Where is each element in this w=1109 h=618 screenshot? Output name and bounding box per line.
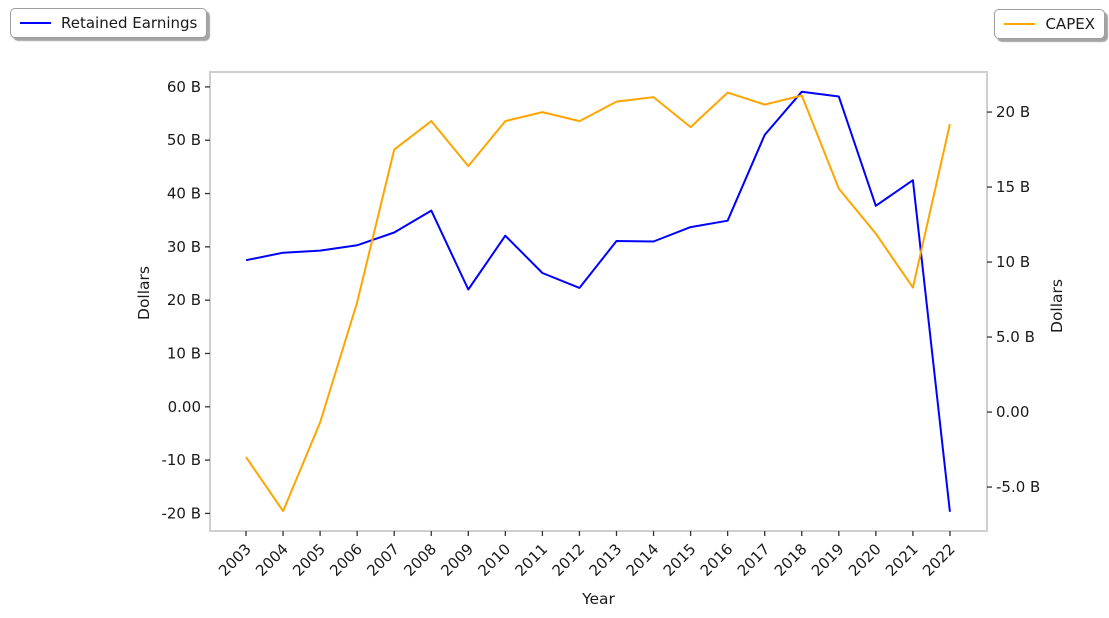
x-axis-tick-label: 2015: [660, 540, 700, 580]
legend-capex[interactable]: CAPEX: [994, 9, 1105, 39]
capex-line-sample: [1004, 23, 1036, 25]
right-axis-tick-label: 15 B: [996, 178, 1030, 196]
right-axis-tick-label: 10 B: [996, 253, 1030, 271]
x-axis-tick-label: 2009: [437, 540, 477, 580]
left-axis-tick-label: -10 B: [161, 451, 201, 469]
right-axis-tick-label: 5.0 B: [996, 328, 1035, 346]
x-axis-tick-label: 2014: [623, 540, 663, 580]
left-axis-tick-label: 20 B: [167, 291, 201, 309]
x-axis-tick-label: 2011: [511, 540, 551, 580]
legend-label-retained-earnings: Retained Earnings: [61, 14, 198, 32]
left-axis-tick-label: -20 B: [161, 504, 201, 522]
x-axis-tick-label: 2021: [882, 540, 922, 580]
x-axis-tick-label: 2006: [326, 540, 366, 580]
x-axis-tick-label: 2008: [400, 540, 440, 580]
left-axis-tick-label: 40 B: [167, 185, 201, 203]
x-axis-tick-label: 2004: [252, 540, 292, 580]
legend-label-capex: CAPEX: [1045, 15, 1095, 33]
x-axis-tick-label: 2003: [215, 540, 255, 580]
right-axis-tick-label: 20 B: [996, 103, 1030, 121]
x-axis-tick-label: 2017: [734, 540, 774, 580]
capex-line: [245, 91, 951, 513]
left-axis-tick-label: 50 B: [167, 131, 201, 149]
x-axis-tick-label: 2012: [549, 540, 589, 580]
x-axis-tick-label: 2010: [474, 540, 514, 580]
right-axis-tick-label: 0.00: [996, 403, 1029, 421]
x-axis-tick-label: 2013: [586, 540, 626, 580]
left-axis-title: Dollars: [135, 266, 153, 320]
retained-earnings-line: [245, 90, 951, 512]
left-axis-tick-label: 0.00: [168, 398, 201, 416]
right-axis-title: Dollars: [1048, 279, 1066, 333]
left-axis-tick-label: 30 B: [167, 238, 201, 256]
left-axis-tick-label: 60 B: [167, 78, 201, 96]
x-axis-tick-label: 2016: [697, 540, 737, 580]
x-axis-title: Year: [581, 590, 615, 608]
retained-earnings-line-sample: [20, 22, 51, 24]
x-axis-tick-label: 2022: [919, 540, 959, 580]
plot-border: [209, 71, 988, 532]
x-axis-tick-label: 2018: [771, 540, 811, 580]
x-axis-tick-label: 2019: [808, 540, 848, 580]
x-axis-tick-label: 2020: [845, 540, 885, 580]
left-axis-tick-label: 10 B: [167, 344, 201, 362]
right-axis-tick-label: -5.0 B: [996, 478, 1040, 496]
legend-retained-earnings[interactable]: Retained Earnings: [10, 8, 208, 38]
x-axis-tick-label: 2005: [289, 540, 329, 580]
x-axis-tick-label: 2007: [363, 540, 403, 580]
